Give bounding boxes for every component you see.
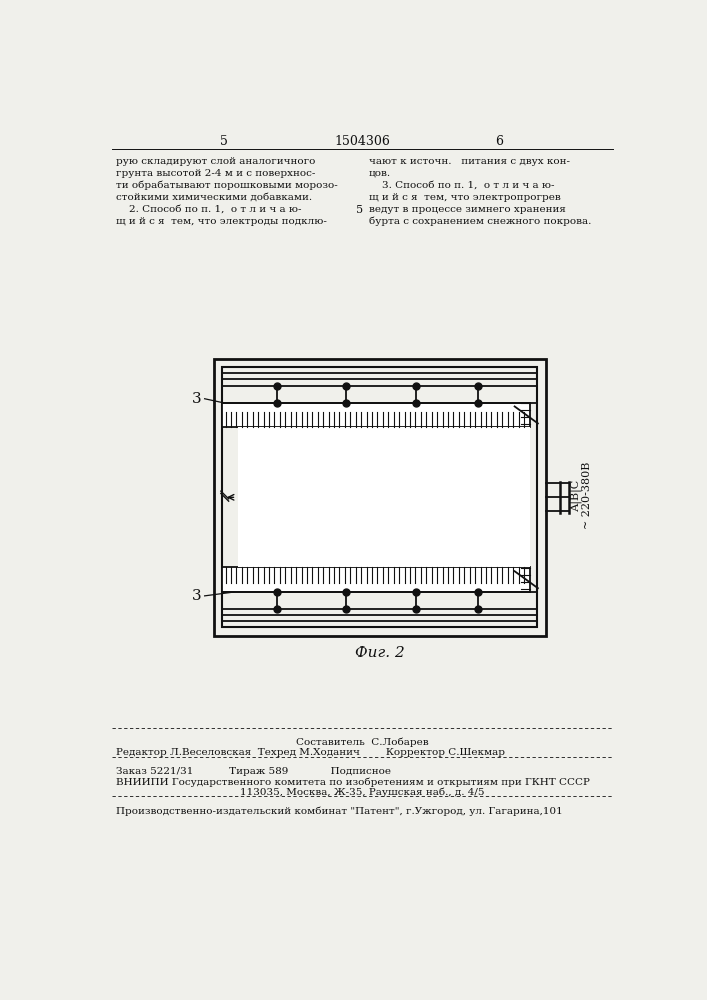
Text: стойкими химическими добавками.: стойкими химическими добавками. <box>115 193 312 202</box>
Text: 3. Способ по п. 1,  о т л и ч а ю-: 3. Способ по п. 1, о т л и ч а ю- <box>369 181 554 190</box>
Text: бурта с сохранением снежного покрова.: бурта с сохранением снежного покрова. <box>369 217 591 226</box>
Bar <box>214 359 546 636</box>
Bar <box>561 507 568 516</box>
Bar <box>223 367 537 627</box>
Text: чают к источн.   питания с двух кон-: чают к источн. питания с двух кон- <box>369 157 570 166</box>
Text: Редактор Л.Веселовская  Техред М.Ходанич        Корректор С.Шекмар: Редактор Л.Веселовская Техред М.Ходанич … <box>115 748 505 757</box>
Text: 113035, Москва, Ж-35, Раушская наб., д. 4/5: 113035, Москва, Ж-35, Раушская наб., д. … <box>240 788 484 797</box>
Text: Заказ 5221/31           Тираж 589             Подписное: Заказ 5221/31 Тираж 589 Подписное <box>115 767 390 776</box>
Text: А|В|С: А|В|С <box>571 479 583 511</box>
Bar <box>223 567 530 592</box>
Text: Фиг. 2: Фиг. 2 <box>355 646 404 660</box>
Text: 3: 3 <box>192 392 201 406</box>
Text: 1504306: 1504306 <box>334 135 390 148</box>
Text: ведут в процессе зимнего хранения: ведут в процессе зимнего хранения <box>369 205 566 214</box>
Text: Производственно-издательский комбинат "Патент", г.Ужгород, ул. Гагарина,101: Производственно-издательский комбинат "П… <box>115 806 562 816</box>
Text: 6: 6 <box>495 135 503 148</box>
Text: щ и й с я  тем, что электропрогрев: щ и й с я тем, что электропрогрев <box>369 193 561 202</box>
Text: 5: 5 <box>220 135 228 148</box>
Text: грунта высотой 2-4 м и с поверхнос-: грунта высотой 2-4 м и с поверхнос- <box>115 169 315 178</box>
Text: рую складируют слой аналогичного: рую складируют слой аналогичного <box>115 157 315 166</box>
Text: ти обрабатывают порошковыми морозо-: ти обрабатывают порошковыми морозо- <box>115 181 337 190</box>
Bar <box>238 427 530 567</box>
Text: 5: 5 <box>356 205 363 215</box>
Text: цов.: цов. <box>369 169 391 178</box>
Bar <box>561 479 568 488</box>
Text: 3: 3 <box>192 589 201 603</box>
Text: Составитель  С.Лобарев: Составитель С.Лобарев <box>296 738 428 747</box>
Text: 2. Способ по п. 1,  о т л и ч а ю-: 2. Способ по п. 1, о т л и ч а ю- <box>115 205 301 214</box>
Text: ~ 220-380В: ~ 220-380В <box>583 461 592 529</box>
Text: ВНИИПИ Государственного комитета по изобретениям и открытиям при ГКНТ СССР: ВНИИПИ Государственного комитета по изоб… <box>115 778 590 787</box>
Bar <box>223 403 530 427</box>
Text: щ и й с я  тем, что электроды подклю-: щ и й с я тем, что электроды подклю- <box>115 217 327 226</box>
